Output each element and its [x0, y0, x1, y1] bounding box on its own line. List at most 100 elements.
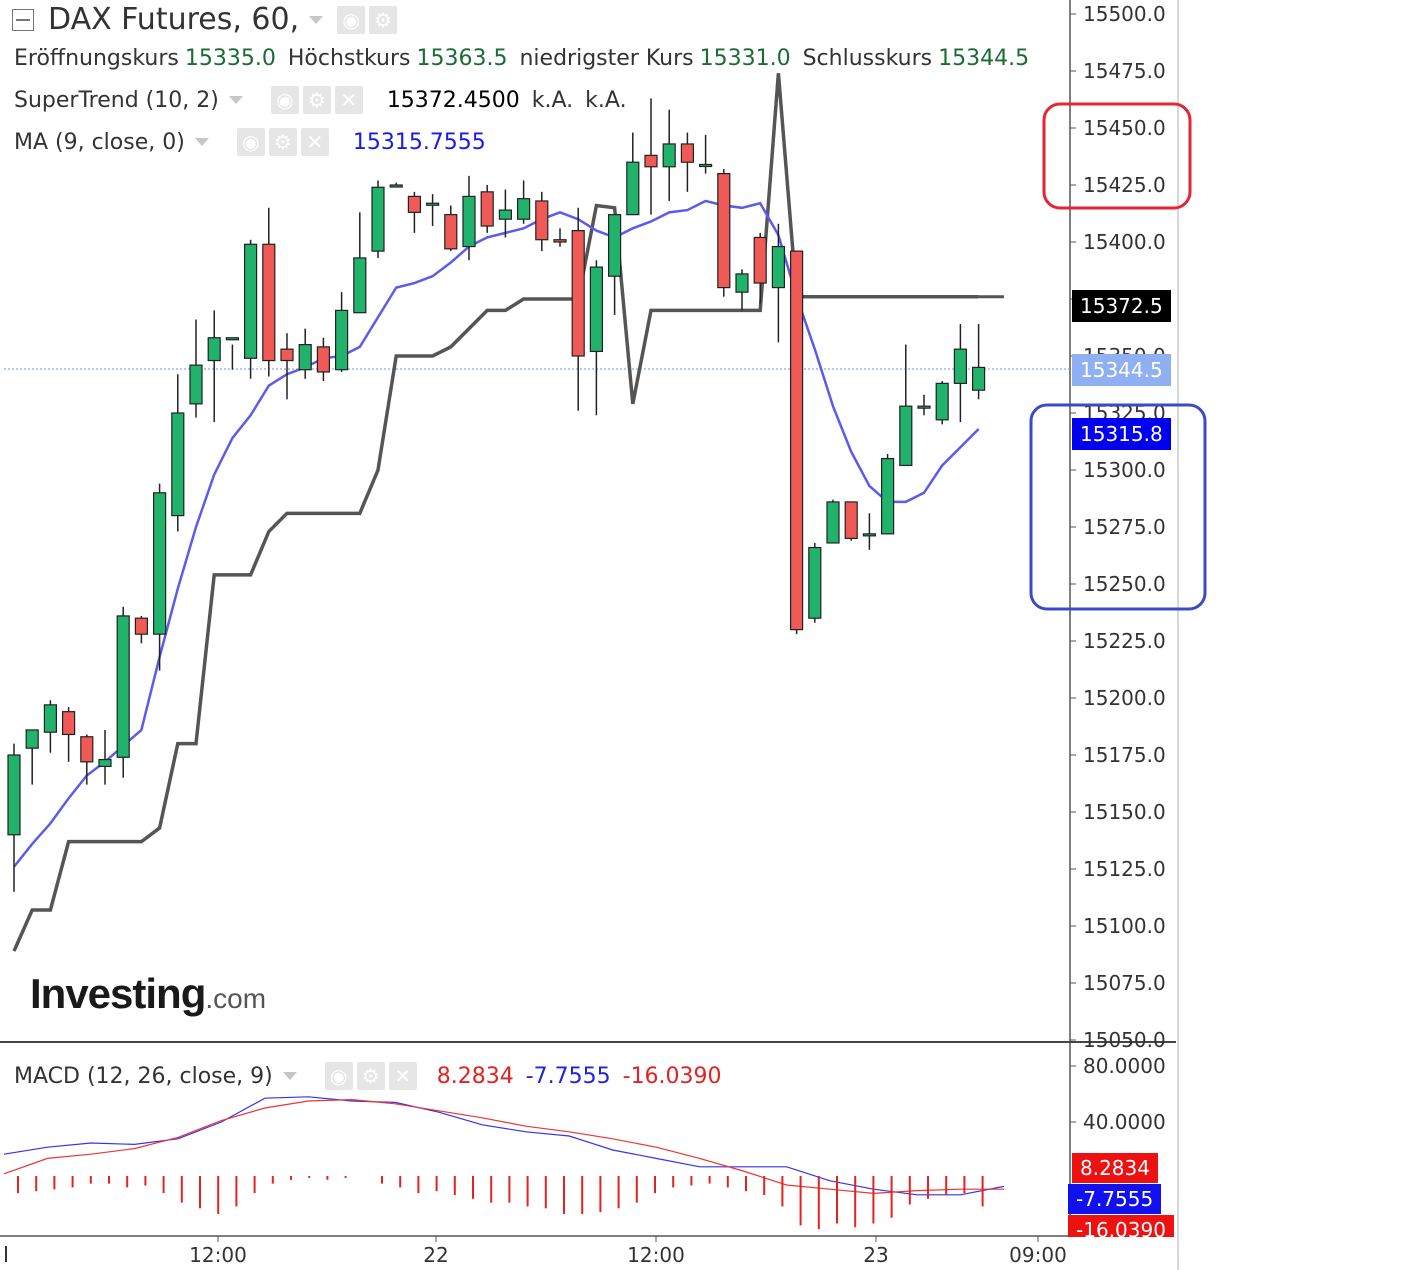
candle-body — [189, 364, 203, 405]
eye-icon[interactable]: ◉ — [337, 5, 366, 34]
candle-body — [480, 191, 494, 227]
candle-body — [262, 243, 276, 362]
supertrend-label: SuperTrend (10, 2) — [14, 87, 219, 113]
eye-icon[interactable]: ◉ — [324, 1062, 353, 1090]
candle-body — [207, 337, 221, 362]
candle-body — [7, 754, 21, 836]
candle-body — [444, 214, 458, 250]
price-tick-label: 15300.0 — [1083, 458, 1166, 482]
gear-icon[interactable]: ⚙ — [302, 86, 331, 114]
macd-value-tag: 8.2834 — [1072, 1153, 1158, 1183]
price-tick-label: 15425.0 — [1083, 173, 1166, 197]
candle-body — [971, 366, 986, 391]
candle-body — [698, 163, 713, 168]
price-tick-label: 15050.0 — [1083, 1028, 1166, 1052]
price-tick-label: 15175.0 — [1083, 743, 1166, 767]
chevron-down-icon[interactable] — [282, 1072, 297, 1080]
candle-body — [735, 273, 749, 293]
supertrend-na-1: k.A. — [531, 87, 574, 113]
price-tick-label: 15075.0 — [1083, 971, 1166, 995]
candle-body — [426, 202, 440, 206]
candle-body — [753, 236, 767, 284]
candle-body — [808, 546, 822, 619]
eye-icon[interactable]: ◉ — [236, 128, 265, 156]
price-tick-label: 15275.0 — [1083, 515, 1166, 539]
candle-body — [662, 143, 676, 168]
candle-body — [862, 533, 877, 537]
collapse-icon[interactable] — [12, 8, 34, 31]
candle-body — [899, 405, 913, 467]
logo-suffix: .com — [205, 983, 267, 1014]
candle-body — [116, 615, 130, 758]
high-label: Höchstkurs — [287, 46, 411, 71]
macd-tick-label: 40.0000 — [1083, 1110, 1166, 1134]
macd-legend: MACD (12, 26, close, 9) ◉ ⚙ ✕ 8.2834 -7.75… — [14, 1062, 722, 1090]
candle-body — [680, 143, 695, 163]
chevron-down-icon[interactable] — [309, 15, 324, 24]
close-icon[interactable]: ✕ — [388, 1062, 417, 1090]
eye-icon[interactable]: ◉ — [270, 86, 299, 114]
macd-value: 8.2834 — [436, 1063, 514, 1089]
candle-body — [771, 245, 786, 289]
candle-body — [43, 704, 58, 733]
candle-body — [826, 501, 840, 544]
ma-label: MA (9, close, 0) — [14, 129, 185, 155]
candle-body — [607, 214, 622, 277]
candle-body — [371, 186, 385, 252]
price-tick-label: 15475.0 — [1083, 59, 1166, 83]
ma-price-tag: 15315.8 — [1072, 418, 1171, 450]
price-tick-label: 15225.0 — [1083, 629, 1166, 653]
candle-body — [389, 184, 403, 188]
open-label: Eröffnungskurs — [14, 46, 179, 71]
price-tick-label: 15500.0 — [1083, 2, 1166, 26]
candle-body — [280, 348, 294, 362]
open-value: 15335.0 — [184, 46, 276, 71]
candle-body — [553, 239, 567, 243]
signal-line — [3, 1098, 1004, 1195]
macd-line — [3, 1096, 1005, 1196]
close-icon[interactable]: ✕ — [334, 86, 363, 114]
close-value: 15344.5 — [938, 46, 1030, 71]
low-value: 15331.0 — [699, 46, 791, 71]
macd-label: MACD (12, 26, close, 9) — [14, 1063, 273, 1089]
ma-value: 15315.7555 — [352, 129, 486, 155]
candle-body — [498, 209, 512, 220]
supertrend-legend: SuperTrend (10, 2) ◉ ⚙ ✕ 15372.4500 k.A. k… — [14, 86, 627, 114]
candle-body — [98, 758, 112, 767]
candle-body — [407, 195, 421, 213]
candle-body — [298, 344, 312, 371]
ma-line — [13, 199, 980, 868]
time-tick-label: 12:00 — [189, 1243, 247, 1267]
candle-body — [462, 195, 476, 248]
candle-body — [953, 348, 968, 384]
price-tick-label: 15250.0 — [1083, 572, 1166, 596]
candle-body — [134, 617, 148, 635]
gear-icon[interactable]: ⚙ — [356, 1062, 385, 1090]
candle-body — [644, 154, 658, 168]
candle-body — [571, 230, 585, 357]
ohlc-legend: Eröffnungskurs 15335.0 Höchstkurs 15363.5 … — [14, 46, 1041, 71]
candle-body — [353, 257, 367, 314]
chevron-down-icon[interactable] — [194, 138, 209, 146]
candle-body — [589, 266, 604, 353]
time-tick-label: 22 — [423, 1243, 448, 1267]
price-tick-label: 15100.0 — [1083, 914, 1166, 938]
chevron-down-icon[interactable] — [228, 96, 243, 104]
macd-signal-value: -7.7555 — [525, 1063, 611, 1089]
gear-icon[interactable]: ⚙ — [268, 128, 297, 156]
close-icon[interactable]: ✕ — [300, 128, 329, 156]
candle-body — [789, 250, 804, 631]
candle-body — [717, 173, 731, 289]
time-tick-label: 23 — [863, 1243, 888, 1267]
gear-icon[interactable]: ⚙ — [369, 5, 398, 34]
chart-title: DAX Futures, 60, — [48, 2, 300, 37]
macd-tick-label: 80.0000 — [1083, 1054, 1166, 1078]
candle-body — [80, 736, 94, 763]
investing-logo: Investing.com — [30, 970, 266, 1018]
high-value: 15363.5 — [416, 46, 508, 71]
candle-body — [25, 729, 39, 749]
candle-body — [535, 200, 549, 241]
signal-value-tag: -7.7555 — [1068, 1184, 1162, 1214]
candle-body — [626, 161, 640, 216]
